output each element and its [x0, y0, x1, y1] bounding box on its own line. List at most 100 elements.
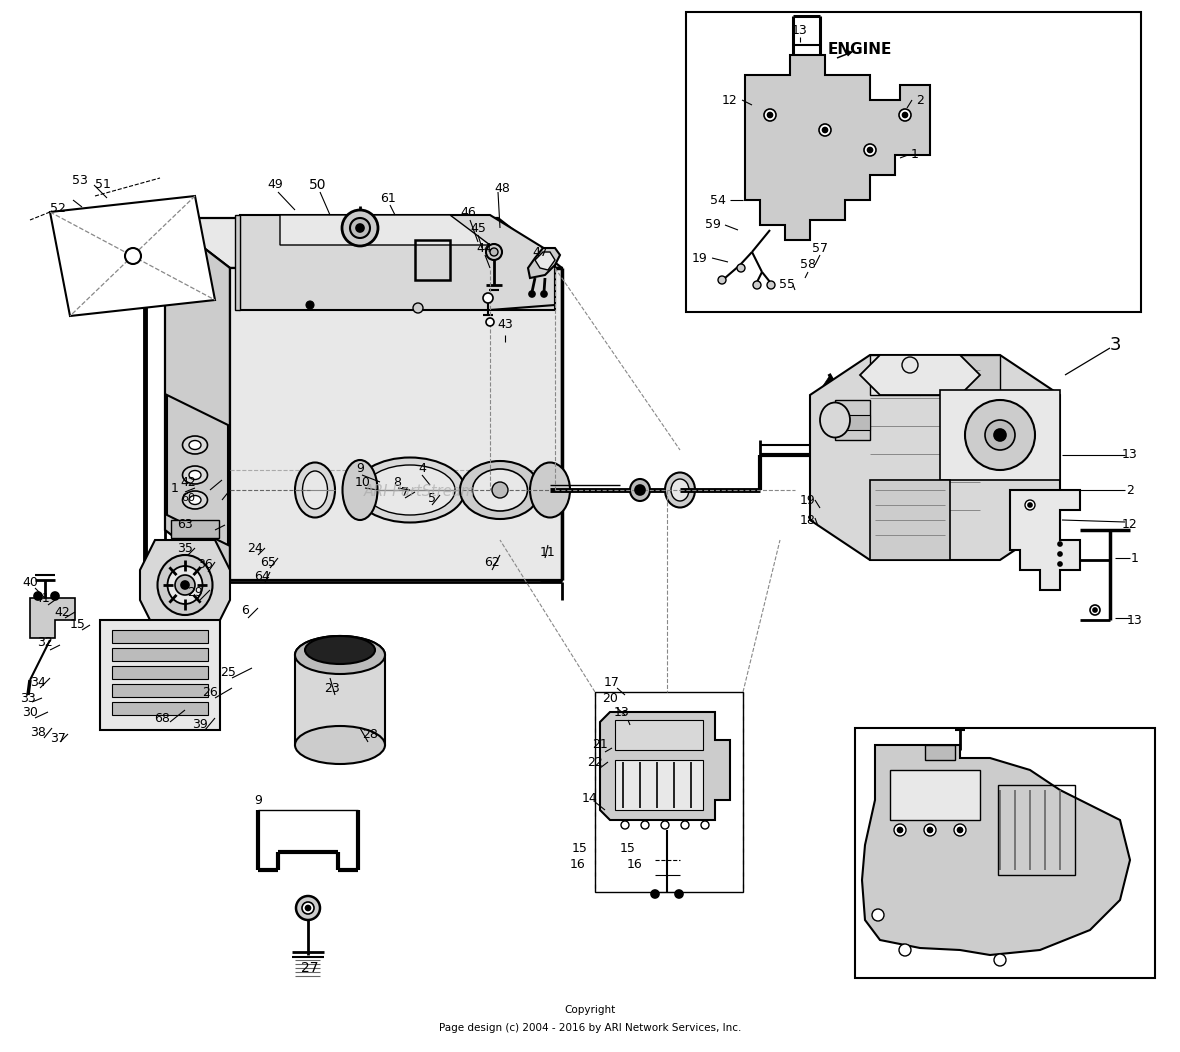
Text: 10: 10 — [355, 476, 371, 488]
Polygon shape — [535, 252, 555, 270]
Circle shape — [953, 824, 966, 836]
Text: 15: 15 — [572, 842, 588, 854]
Circle shape — [296, 896, 320, 920]
Text: 15: 15 — [620, 842, 636, 854]
Text: 36: 36 — [197, 559, 212, 571]
Text: ENGINE: ENGINE — [828, 42, 892, 58]
Text: 16: 16 — [570, 858, 586, 871]
Text: 13: 13 — [1127, 613, 1143, 627]
Text: 42: 42 — [181, 476, 196, 488]
Circle shape — [350, 218, 371, 238]
Circle shape — [903, 113, 907, 118]
Text: 14: 14 — [582, 791, 598, 805]
Ellipse shape — [304, 636, 375, 664]
Circle shape — [899, 944, 911, 956]
Text: 30: 30 — [22, 706, 38, 719]
Ellipse shape — [183, 491, 208, 509]
Polygon shape — [940, 390, 1060, 480]
Text: 50: 50 — [309, 178, 327, 193]
Polygon shape — [863, 745, 1130, 955]
Circle shape — [651, 890, 658, 898]
Text: 6: 6 — [241, 604, 249, 616]
Text: 60: 60 — [181, 493, 195, 503]
Text: 8: 8 — [393, 476, 401, 488]
Circle shape — [635, 485, 645, 495]
Text: 13: 13 — [792, 23, 808, 37]
Circle shape — [894, 824, 906, 836]
Polygon shape — [140, 540, 230, 630]
Ellipse shape — [666, 472, 695, 507]
Ellipse shape — [189, 441, 201, 449]
Text: 37: 37 — [50, 731, 66, 745]
Circle shape — [306, 906, 310, 910]
Circle shape — [985, 420, 1015, 450]
Text: 5: 5 — [428, 491, 435, 505]
Polygon shape — [920, 355, 999, 394]
Ellipse shape — [295, 463, 335, 518]
Circle shape — [965, 400, 1035, 470]
Text: 18: 18 — [800, 513, 815, 526]
Circle shape — [34, 592, 42, 600]
Bar — [112, 666, 208, 679]
Text: 48: 48 — [494, 182, 510, 195]
Circle shape — [1028, 503, 1032, 507]
Circle shape — [924, 824, 936, 836]
Bar — [295, 655, 385, 745]
Text: 52: 52 — [50, 202, 66, 215]
Text: 57: 57 — [812, 242, 828, 255]
Ellipse shape — [295, 726, 385, 764]
Text: 55: 55 — [779, 279, 795, 291]
Bar — [856, 728, 1155, 978]
Ellipse shape — [671, 479, 689, 501]
Text: 47: 47 — [532, 245, 548, 259]
Polygon shape — [30, 598, 76, 638]
Text: 29: 29 — [188, 586, 203, 599]
Bar — [112, 648, 208, 661]
Text: 22: 22 — [588, 755, 603, 769]
Text: 38: 38 — [30, 726, 46, 739]
Circle shape — [492, 482, 509, 498]
Polygon shape — [168, 394, 228, 545]
Ellipse shape — [355, 458, 465, 523]
Polygon shape — [1010, 490, 1080, 590]
Circle shape — [738, 264, 745, 272]
Polygon shape — [870, 480, 950, 560]
Text: 23: 23 — [324, 682, 340, 694]
Text: 25: 25 — [219, 666, 236, 679]
Text: 12: 12 — [722, 94, 738, 106]
Text: 13: 13 — [614, 706, 630, 719]
Circle shape — [994, 954, 1007, 966]
Ellipse shape — [189, 495, 201, 505]
Circle shape — [1058, 562, 1062, 566]
Text: Copyright: Copyright — [564, 1005, 616, 1015]
Text: 51: 51 — [96, 179, 111, 191]
Circle shape — [994, 429, 1007, 441]
Circle shape — [483, 294, 493, 303]
Text: 9: 9 — [254, 793, 262, 807]
Polygon shape — [240, 215, 555, 310]
Ellipse shape — [189, 470, 201, 480]
Polygon shape — [870, 355, 920, 394]
Text: 15: 15 — [70, 619, 86, 631]
Circle shape — [864, 144, 876, 156]
Circle shape — [767, 281, 775, 289]
Circle shape — [181, 581, 189, 589]
Ellipse shape — [530, 463, 570, 518]
Bar — [686, 12, 1141, 312]
Circle shape — [898, 828, 903, 832]
Circle shape — [1058, 542, 1062, 546]
Polygon shape — [835, 414, 870, 430]
Text: 61: 61 — [380, 191, 395, 204]
Bar — [615, 760, 703, 810]
Text: 4: 4 — [418, 462, 426, 474]
Text: 42: 42 — [54, 606, 70, 619]
Polygon shape — [100, 620, 219, 730]
Ellipse shape — [630, 479, 650, 501]
Text: 12: 12 — [1122, 519, 1138, 531]
Polygon shape — [527, 248, 560, 278]
Text: ARI PartStream: ARI PartStream — [363, 485, 476, 500]
Text: 3: 3 — [1109, 336, 1121, 355]
Text: 63: 63 — [177, 518, 192, 530]
Text: 40: 40 — [22, 575, 38, 588]
Text: 45: 45 — [470, 222, 486, 235]
